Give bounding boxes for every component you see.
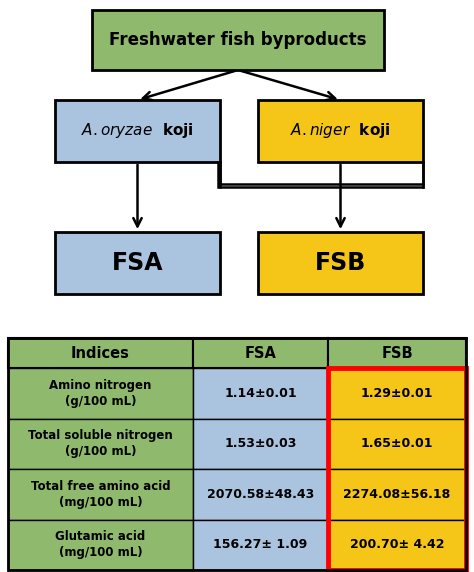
Text: FSA: FSA [112,251,163,275]
Text: Amino nitrogen
(g/100 mL): Amino nitrogen (g/100 mL) [49,379,152,408]
Text: 1.65±0.01: 1.65±0.01 [361,437,433,450]
Text: 2070.58±48.43: 2070.58±48.43 [207,488,314,500]
FancyBboxPatch shape [193,469,328,519]
Bar [328,368,466,570]
Text: Total free amino acid
(mg/100 mL): Total free amino acid (mg/100 mL) [31,480,170,509]
FancyBboxPatch shape [55,232,220,294]
Polygon shape [215,165,428,184]
Text: FSB: FSB [315,251,366,275]
FancyBboxPatch shape [8,368,193,419]
FancyBboxPatch shape [92,10,384,70]
Text: Total soluble nitrogen
(g/100 mL): Total soluble nitrogen (g/100 mL) [28,429,173,458]
FancyBboxPatch shape [258,100,423,162]
Text: 156.27± 1.09: 156.27± 1.09 [213,538,308,551]
FancyBboxPatch shape [193,519,328,570]
FancyBboxPatch shape [328,368,466,419]
FancyBboxPatch shape [328,469,466,519]
FancyBboxPatch shape [328,338,466,368]
Bar [8,338,466,570]
Text: Indices: Indices [71,345,130,360]
FancyBboxPatch shape [8,419,193,469]
Text: 1.14±0.01: 1.14±0.01 [224,387,297,400]
FancyBboxPatch shape [328,519,466,570]
Text: $\mathit{A.oryzae}$  koji: $\mathit{A.oryzae}$ koji [81,121,194,141]
Text: 1.53±0.03: 1.53±0.03 [224,437,297,450]
Text: 1.29±0.01: 1.29±0.01 [361,387,433,400]
Text: FSB: FSB [381,345,413,360]
Text: $\mathit{A.niger}$  koji: $\mathit{A.niger}$ koji [290,121,391,141]
FancyBboxPatch shape [8,519,193,570]
FancyBboxPatch shape [258,232,423,294]
Text: FSA: FSA [245,345,276,360]
FancyBboxPatch shape [8,469,193,519]
FancyBboxPatch shape [328,419,466,469]
FancyBboxPatch shape [8,338,193,368]
FancyBboxPatch shape [193,338,328,368]
FancyBboxPatch shape [193,419,328,469]
Text: Glutamic acid
(mg/100 mL): Glutamic acid (mg/100 mL) [55,530,146,559]
Text: 2274.08±56.18: 2274.08±56.18 [343,488,451,500]
Text: Freshwater fish byproducts: Freshwater fish byproducts [109,31,367,49]
FancyBboxPatch shape [55,100,220,162]
Text: 200.70± 4.42: 200.70± 4.42 [350,538,444,551]
FancyBboxPatch shape [193,368,328,419]
